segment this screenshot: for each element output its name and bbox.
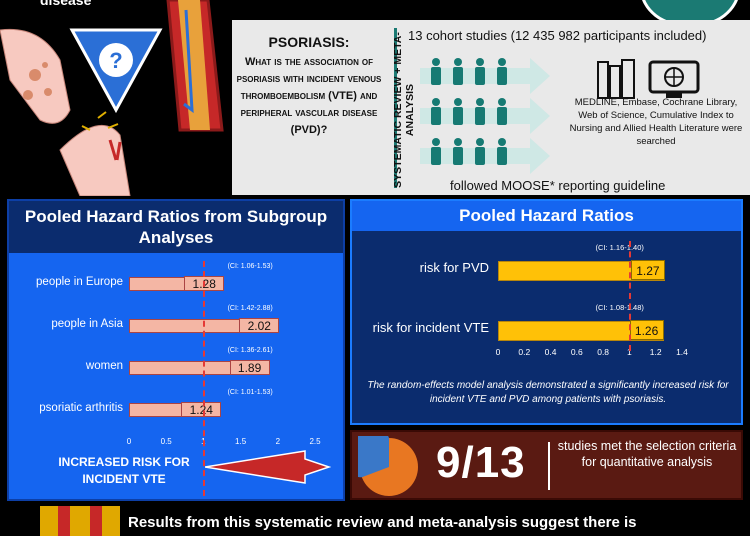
subgroup-reference-line [203, 261, 206, 496]
red-arrow-icon [205, 450, 331, 484]
pooled-chart: risk for PVD 1.27 (CI: 1.16-1.40) risk for … [352, 201, 741, 381]
cohort-text: 13 cohort studies (12 435 982 participan… [408, 28, 707, 43]
axis-tick-label: 1.4 [676, 347, 688, 357]
books-computer-icon [597, 59, 700, 99]
bar-value: 1.24 [181, 402, 222, 417]
guideline-text: followed MOOSE* reporting guideline [450, 178, 666, 193]
top-left-title: disease [40, 0, 92, 8]
bar-value: 1.27 [630, 260, 665, 280]
bar-value: 1.89 [229, 360, 270, 375]
axis-tick-label: 0.2 [518, 347, 531, 357]
bar-label: women [85, 360, 123, 372]
question-mark-icon: ? [109, 48, 122, 73]
method-vertical-label: SYSTEMATIC REVIEW + META-ANALYSIS [392, 32, 416, 188]
pooled-reference-line [629, 241, 632, 351]
bar-ci: (CI: 1.01-1.53) [227, 389, 273, 396]
databases-text: MEDLINE, Embase, Cochrane Library, Web o… [569, 97, 743, 147]
bottom-decoration [40, 506, 120, 536]
axis-tick-label: 1.5 [235, 437, 247, 446]
axis-tick-label: 1 [201, 437, 206, 446]
axis-tick-label: 0.4 [544, 347, 557, 357]
bar-ci: (CI: 1.08-1.48) [595, 303, 644, 312]
bar-ci: (CI: 1.36-2.61) [227, 347, 273, 354]
subgroup-chart: people in Europe 1.28 (CI: 1.06-1.53) peopl… [9, 201, 343, 501]
axis-tick-label: 2.5 [309, 437, 321, 446]
divider [394, 28, 397, 188]
bar-ci: (CI: 1.16-1.40) [595, 243, 644, 252]
axis-tick-label: 1.2 [649, 347, 662, 357]
axis-tick-label: 0.5 [160, 437, 172, 446]
axis-tick-label: 0 [126, 437, 132, 446]
pie-chart-icon [358, 436, 418, 496]
pooled-note: The random-effects model analysis demons… [367, 380, 729, 405]
fraction-text: studies met the selection criteria for q… [557, 439, 737, 469]
axis-tick-label: 1 [627, 347, 632, 357]
question-text: What is the association of psoriasis wit… [236, 56, 382, 136]
bar-ci: (CI: 1.42-2.88) [227, 305, 273, 312]
axis-tick-label: 2 [275, 437, 281, 446]
subgroup-panel: Pooled Hazard Ratios from Subgroup Analy… [7, 199, 345, 501]
psoriasis-illustration: ? [0, 0, 228, 196]
bar-label: psoriatic arthritis [39, 402, 123, 414]
bar-label: risk for incident VTE [372, 320, 489, 335]
bar-ci: (CI: 1.06-1.53) [227, 263, 273, 270]
bar-value: 1.26 [629, 320, 664, 340]
illustration-panel: ? disease [0, 0, 228, 196]
pooled-title: Pooled Hazard Ratios [352, 201, 741, 231]
axis-tick-label: 0 [495, 347, 501, 357]
bar-value: 2.02 [239, 318, 280, 333]
fraction-divider [548, 442, 550, 490]
bar-label: people in Asia [51, 318, 123, 330]
increased-risk-callout: INCREASED RISK FOR INCIDENT VTE [58, 455, 190, 486]
fraction-value: 9/13 [436, 438, 526, 487]
methods-panel: SYSTEMATIC REVIEW + META-ANALYSIS 13 coh… [386, 20, 750, 195]
axis-tick-label: 0.8 [597, 347, 610, 357]
bar-label: risk for PVD [419, 260, 489, 275]
fraction-panel: 9/13 studies met the selection criteria … [350, 430, 743, 500]
bar-label: people in Europe [36, 276, 123, 288]
subgroup-title: Pooled Hazard Ratios from Subgroup Analy… [9, 201, 343, 253]
question-title: PSORIASIS: [268, 34, 350, 50]
axis-tick-label: 0.6 [570, 347, 583, 357]
bottom-conclusion: Results from this systematic review and … [128, 514, 637, 531]
pooled-panel: Pooled Hazard Ratios risk for PVD 1.27 (CI… [350, 199, 743, 425]
people-arrows-icon [420, 58, 550, 174]
question-panel: PSORIASIS: What is the association of ps… [232, 20, 386, 195]
